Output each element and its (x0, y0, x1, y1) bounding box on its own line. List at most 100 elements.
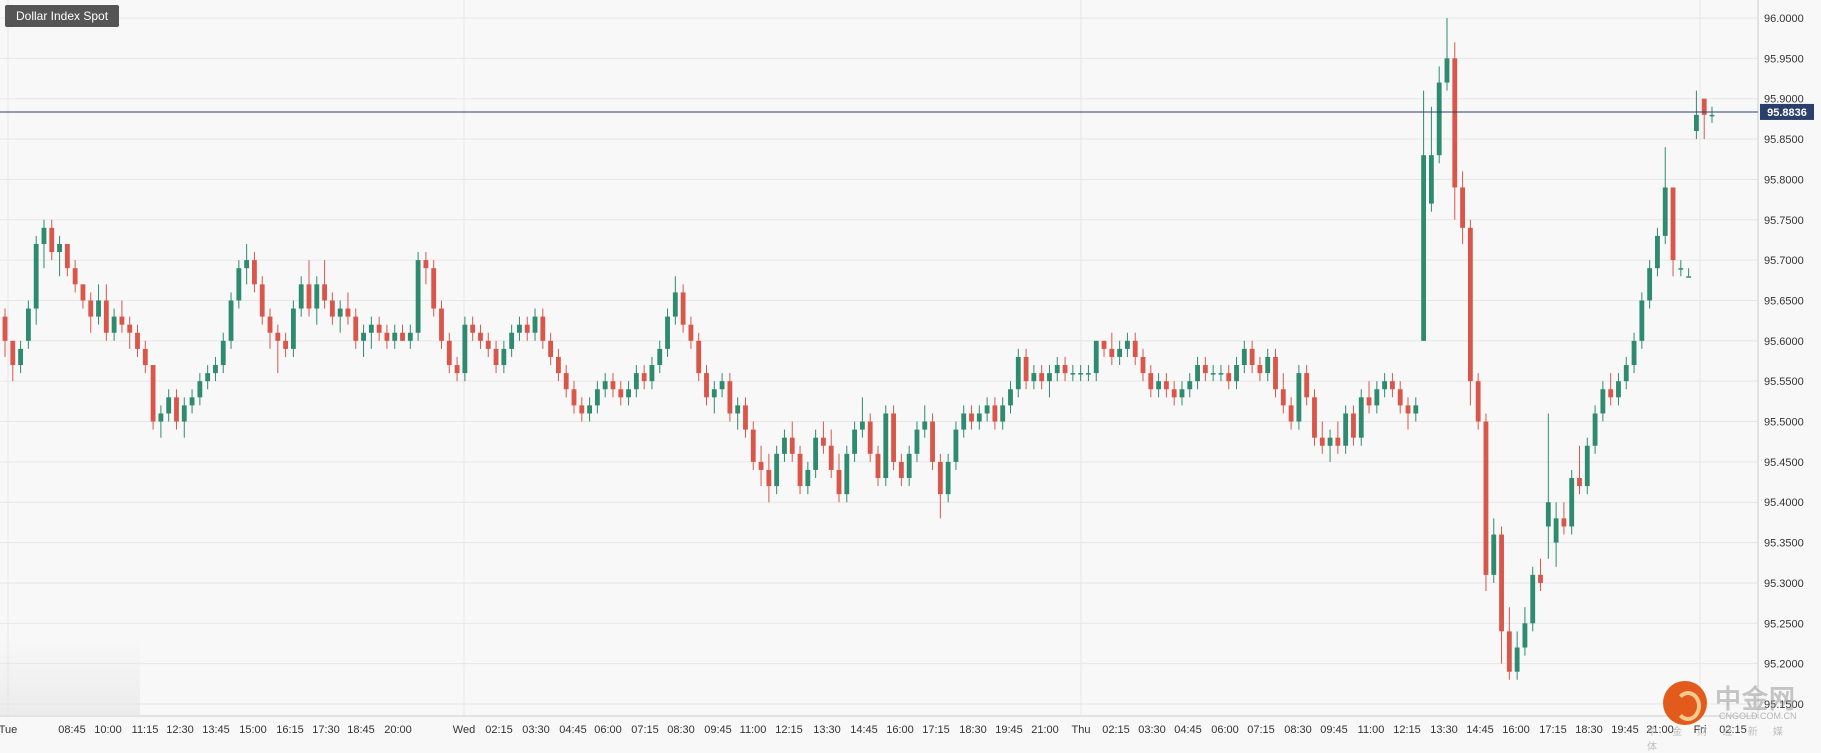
candle (1117, 340, 1123, 366)
candle-body (1569, 478, 1575, 527)
instrument-title: Dollar Index Spot (5, 5, 120, 27)
candle (766, 453, 772, 503)
candle-body (213, 365, 218, 374)
candle-body (322, 284, 327, 301)
candle-body (290, 308, 296, 349)
candle (1008, 381, 1013, 414)
candle-body (735, 405, 741, 414)
candle (1514, 631, 1520, 680)
x-tick-label: Tue (0, 724, 17, 736)
candle-body (852, 429, 858, 454)
candle-body (992, 405, 998, 422)
candle (236, 260, 242, 309)
candle (649, 356, 655, 390)
candle (953, 421, 959, 470)
x-tick-label: 07:15 (631, 724, 659, 736)
candle (446, 332, 452, 374)
candle (883, 405, 889, 487)
candle-body (493, 348, 499, 366)
candle (696, 332, 702, 382)
candle-body (142, 348, 148, 366)
candle-body (462, 324, 468, 374)
candle-body (688, 324, 694, 341)
candle (368, 316, 374, 349)
candle-body (1366, 397, 1372, 406)
x-tick-label: 17:15 (1539, 724, 1567, 736)
plot-area (0, 0, 1760, 720)
candle (64, 243, 70, 277)
candle-body (1257, 365, 1263, 374)
candle (945, 453, 951, 503)
candle (782, 429, 787, 462)
candle-body (844, 453, 850, 495)
candle (1171, 381, 1177, 406)
y-tick-label: 95.1500 (1764, 699, 1804, 711)
candle-body (1195, 365, 1200, 382)
candle (1390, 373, 1395, 398)
candle-body (610, 381, 616, 390)
candle-body (1421, 155, 1427, 341)
candle (1467, 219, 1473, 406)
candle-body (1226, 373, 1232, 382)
candle (1499, 526, 1504, 664)
watermark-logo: 中金网 CNGOLD.COM.CN 中 金 财 经 新 媒 体 (1647, 675, 1813, 753)
current-price-label: 95.8836 (1767, 107, 1807, 119)
candle (25, 300, 31, 349)
candle-body (1397, 389, 1403, 406)
candle (1288, 397, 1294, 430)
candle (181, 397, 187, 438)
candle-body (189, 397, 195, 406)
x-tick-label: 19:45 (995, 724, 1023, 736)
candle (1358, 389, 1364, 446)
candle (852, 421, 858, 462)
candle (821, 421, 826, 454)
candle (735, 397, 741, 430)
candle (1382, 373, 1388, 398)
candle (555, 348, 561, 382)
candle-body (1428, 155, 1434, 204)
candle-body (766, 469, 772, 487)
candle-body (618, 389, 624, 398)
candle (213, 356, 218, 382)
x-tick-label: 08:45 (58, 724, 86, 736)
candle (1351, 405, 1356, 446)
candle (976, 405, 982, 430)
candle (540, 308, 546, 349)
candle (407, 324, 413, 349)
candle-body (392, 332, 398, 341)
candle (228, 292, 234, 349)
candle-body (197, 381, 203, 398)
candle-body (1273, 356, 1278, 390)
candle-body (345, 308, 351, 317)
candle (1374, 381, 1380, 414)
candle (1086, 365, 1091, 382)
candle (532, 308, 538, 341)
candle (930, 413, 935, 470)
candle-body (711, 389, 717, 398)
candle-body (25, 308, 31, 341)
candle (41, 219, 47, 269)
candle (587, 397, 593, 422)
candle-body (976, 413, 982, 422)
candle-body (859, 421, 865, 430)
candle-body (275, 332, 281, 341)
candle-body (57, 243, 62, 253)
candle-body (1662, 187, 1668, 236)
candle-body (88, 300, 94, 317)
y-tick-label: 95.2500 (1764, 618, 1804, 630)
candle (119, 300, 125, 333)
candle (470, 316, 476, 341)
candle (1577, 445, 1582, 495)
candle-body (727, 381, 733, 414)
candle-body (1577, 478, 1582, 487)
candle (719, 373, 725, 398)
x-tick-label: 13:30 (813, 724, 841, 736)
candle (353, 308, 359, 349)
candle-body (1444, 58, 1450, 83)
candles (2, 18, 1715, 680)
x-tick-label: 13:30 (1430, 724, 1458, 736)
candle-body (696, 340, 702, 374)
candle-body (1187, 381, 1193, 390)
x-tick-label: 02:15 (1719, 724, 1747, 736)
